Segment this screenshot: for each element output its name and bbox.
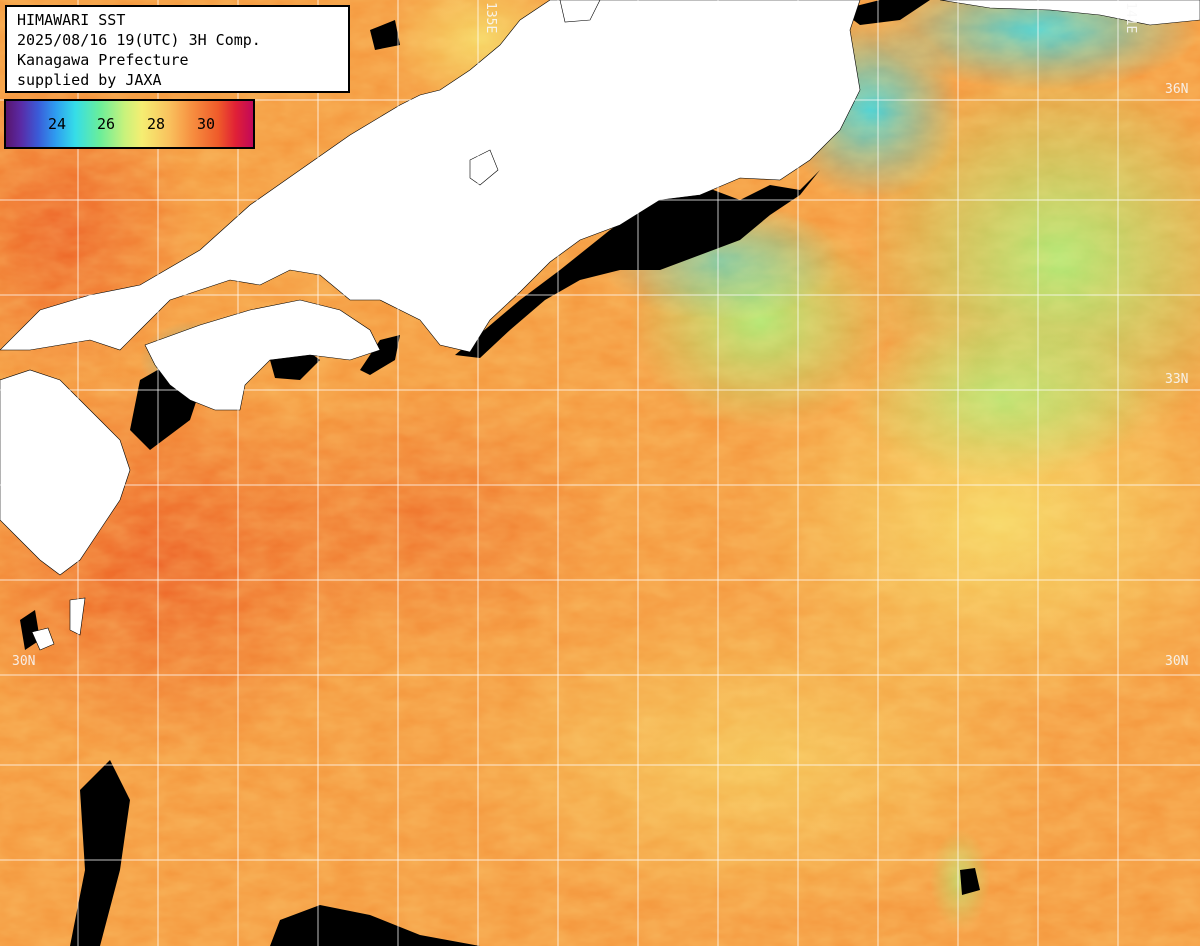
title-box: HIMAWARI SST 2025/08/16 19(UTC) 3H Comp.… — [5, 5, 350, 93]
lat-label-36n: 36N — [1165, 82, 1189, 97]
lat-label-33n: 33N — [1165, 372, 1189, 387]
lon-label-135e: 135E — [483, 2, 498, 34]
legend-tick-30: 30 — [197, 115, 216, 133]
lat-label-30n-right: 30N — [1165, 654, 1189, 669]
shikoku-land — [144, 299, 381, 411]
north-land-fragment — [559, 0, 601, 23]
small-island — [469, 149, 499, 186]
northeast-land — [939, 0, 1200, 26]
lon-label-141e: 141E — [1123, 2, 1138, 34]
color-scale-legend: 24 26 28 30 — [4, 99, 255, 149]
tanegashima-island — [31, 627, 55, 651]
legend-tick-26: 26 — [97, 115, 116, 133]
land-areas — [0, 0, 1200, 651]
lat-label-30n-left: 30N — [12, 654, 36, 669]
kyushu-land — [0, 369, 131, 576]
legend-tick-28: 28 — [147, 115, 166, 133]
legend-tick-24: 24 — [48, 115, 67, 133]
title-line-source: HIMAWARI SST — [17, 11, 126, 29]
title-line-timestamp: 2025/08/16 19(UTC) 3H Comp. — [17, 31, 261, 49]
title-line-organization: Kanagawa Prefecture — [17, 51, 189, 69]
title-line-supplier: supplied by JAXA — [17, 71, 162, 89]
